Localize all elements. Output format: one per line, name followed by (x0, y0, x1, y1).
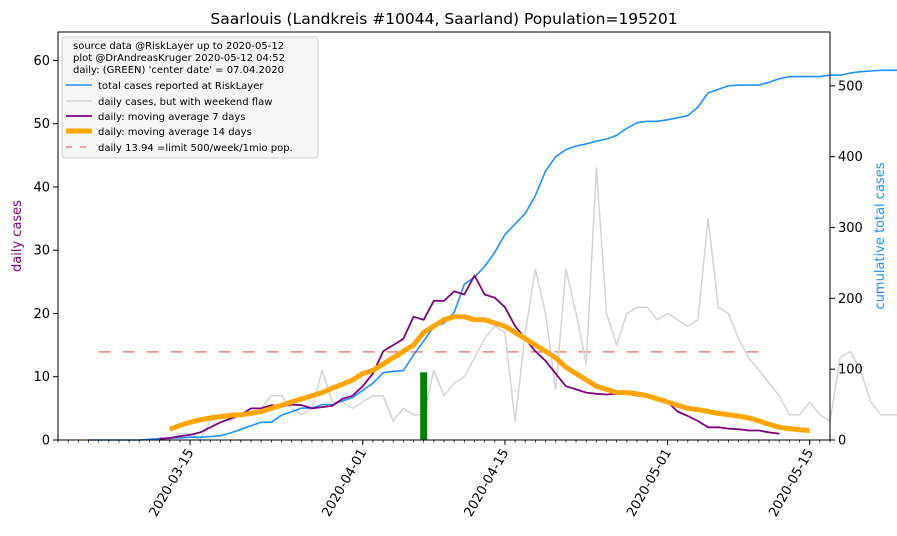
legend-box (61, 36, 319, 159)
left-y-axis: 0 10 20 30 40 50 60 (33, 54, 58, 449)
right-axis-label: cumulative total cases (873, 162, 888, 309)
legend-label-limit: daily 13.94 =limit 500/week/1mio pop. (98, 143, 293, 154)
left-axis-label: daily cases (10, 200, 25, 272)
legend-info-2: plot @DrAndreasKruger 2020-05-12 04:52 (73, 53, 285, 64)
left-tick-label: 50 (33, 117, 50, 132)
center-date-bar (420, 372, 428, 440)
right-tick-label: 300 (838, 221, 863, 236)
x-tick-label: 2020-03-15 (147, 447, 198, 520)
legend: source data @RiskLayer up to 2020-05-12 … (61, 36, 319, 159)
left-tick-label: 60 (33, 54, 50, 69)
chart-title: Saarlouis (Landkreis #10044, Saarland) P… (210, 10, 677, 28)
left-tick-label: 20 (33, 307, 50, 322)
x-tick-label: 2020-04-01 (319, 447, 370, 520)
right-tick-label: 500 (838, 79, 863, 94)
x-tick-label: 2020-05-15 (766, 447, 817, 520)
legend-label-ma14: daily: moving average 14 days (98, 127, 252, 138)
legend-label-total: total cases reported at RiskLayer (98, 81, 264, 92)
right-tick-label: 200 (838, 292, 863, 307)
x-tick-label: 2020-05-01 (624, 447, 675, 520)
legend-label-daily: daily cases, but with weekend flaw (98, 97, 272, 108)
series-ma7-line (159, 274, 780, 440)
series-ma14-line (168, 314, 810, 433)
plot-area (88, 69, 897, 441)
left-tick-label: 40 (33, 180, 50, 195)
left-tick-label: 0 (42, 434, 50, 449)
legend-info-3: daily: (GREEN) 'center date' = 07.04.202… (73, 65, 284, 76)
legend-label-ma7: daily: moving average 7 days (98, 112, 245, 123)
series-total-line (88, 69, 897, 441)
legend-info-1: source data @RiskLayer up to 2020-05-12 (73, 41, 284, 52)
x-tick-label: 2020-04-15 (462, 447, 513, 520)
right-y-axis: 0 100 200 300 400 500 (830, 79, 863, 449)
right-tick-label: 400 (838, 150, 863, 165)
right-tick-label: 0 (838, 434, 846, 449)
x-axis: 2020-03-15 2020-04-01 2020-04-15 2020-05-01… (57, 440, 831, 520)
left-tick-label: 10 (33, 370, 50, 385)
right-tick-label: 100 (838, 363, 863, 378)
series-daily-line (139, 167, 897, 441)
left-tick-label: 30 (33, 244, 50, 259)
